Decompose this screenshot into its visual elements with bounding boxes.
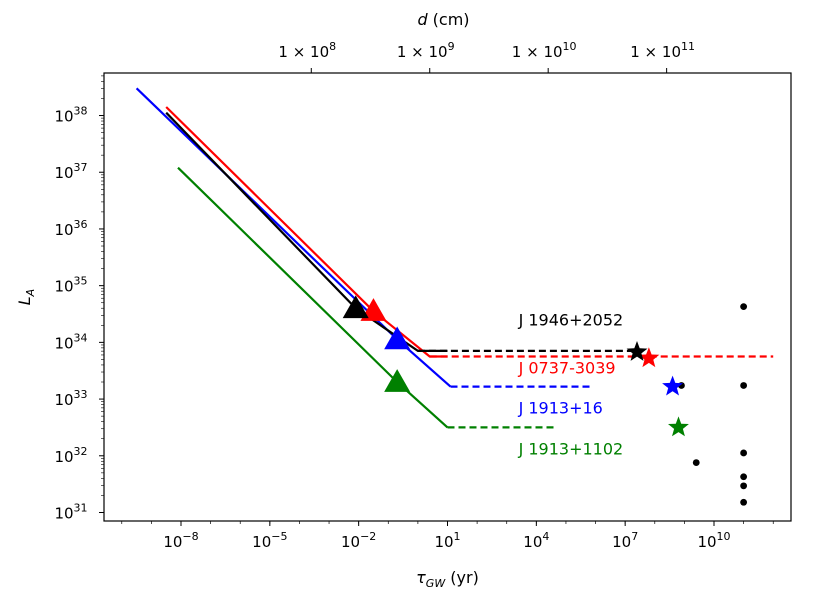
- star-marker: [626, 341, 648, 361]
- star-marker: [662, 375, 683, 396]
- data-point: [740, 303, 748, 311]
- x-tick-label: 10−2: [341, 530, 376, 551]
- x-axis-ticks: 10−8 10−5 10−2 101 104 107 1010: [121, 521, 774, 551]
- x-tick-label: 101: [434, 530, 460, 551]
- y-axis-ticks: 1031 1032 1033 1034 1035 1036 1037 1038: [54, 75, 104, 522]
- data-point: [740, 482, 748, 490]
- top-tick-label: 1 × 1011: [630, 40, 695, 61]
- top-axis-ticks: 1 × 108 1 × 109 1 × 1010 1 × 1011: [278, 40, 695, 73]
- top-tick-label: 1 × 108: [278, 40, 336, 61]
- top-tick-label: 1 × 1010: [512, 40, 577, 61]
- x-tick-label: 104: [523, 530, 549, 551]
- data-point: [740, 382, 748, 389]
- series-label: J 1946+2052: [518, 310, 624, 329]
- triangle-marker: [384, 326, 411, 350]
- y-tick-label: 1031: [54, 501, 87, 522]
- data-point: [740, 498, 748, 506]
- data-point: [740, 449, 748, 457]
- top-axis-label: d (cm): [417, 10, 469, 29]
- series-labels: J 1946+2052 J 0737-3039 J 1913+16 J 1913+11…: [518, 310, 624, 458]
- x-axis-label: τGW (yr): [416, 568, 479, 590]
- series-label: J 1913+1102: [518, 440, 624, 459]
- y-tick-label: 1033: [54, 388, 87, 409]
- y-tick-label: 1038: [54, 105, 87, 126]
- series-solid-line: [165, 106, 448, 358]
- triangle-marker: [384, 369, 411, 392]
- plot-area: [135, 87, 774, 506]
- series-label: J 1913+16: [518, 398, 603, 417]
- data-point: [692, 459, 700, 466]
- y-tick-label: 1036: [54, 218, 87, 239]
- star-marker: [638, 347, 660, 368]
- series-solid-line: [165, 111, 448, 352]
- y-tick-label: 1034: [54, 331, 87, 352]
- y-axis-label: LA: [15, 289, 37, 305]
- x-tick-label: 10−8: [163, 530, 198, 551]
- y-tick-label: 1035: [54, 275, 87, 296]
- data-point: [740, 473, 748, 481]
- x-tick-label: 107: [612, 530, 638, 551]
- y-tick-label: 1032: [54, 445, 87, 466]
- top-tick-label: 1 × 109: [397, 40, 455, 61]
- star-marker: [668, 416, 689, 437]
- y-tick-label: 1037: [54, 161, 87, 182]
- series-label: J 0737-3039: [518, 359, 616, 378]
- x-tick-label: 10−5: [252, 530, 287, 551]
- triangle-marker: [342, 295, 369, 319]
- x-tick-label: 1010: [697, 530, 730, 551]
